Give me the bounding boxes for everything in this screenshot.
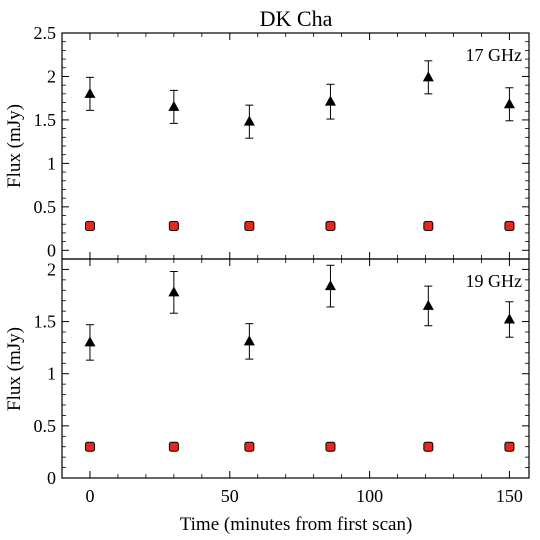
- panel-17ghz-ytick-label: 1.5: [34, 110, 57, 130]
- panel-17ghz-square-point: [325, 220, 336, 231]
- panel-19ghz-triangle-point: [324, 280, 336, 291]
- x-tick-labels: 0 50 100 150: [85, 486, 522, 506]
- panel-17ghz-triangle-point: [324, 95, 336, 106]
- panel-19ghz-square-point: [84, 441, 95, 452]
- panel-17ghz-ytick-label: 0: [47, 240, 56, 260]
- panel-19ghz-ytick-label: 0.5: [34, 416, 57, 436]
- panel-17ghz-triangle-point: [422, 71, 434, 82]
- panel-17ghz-square-point: [168, 220, 179, 231]
- panel-17ghz-triangle-point: [243, 115, 255, 126]
- panel-19ghz-square-point: [423, 441, 434, 452]
- panel-19ghz-ytick-label: 1.5: [34, 312, 57, 332]
- panel-17ghz-ytick-label: 0.5: [34, 197, 57, 217]
- panel-17ghz-square-point: [423, 220, 434, 231]
- panel-19ghz-triangle-point: [243, 335, 255, 346]
- panel-17ghz-triangle-point: [84, 87, 96, 98]
- panel-17ghz-ytick-label: 1: [47, 153, 56, 173]
- panel-19ghz-square-point: [244, 441, 255, 452]
- panel-19ghz-ylabel: Flux (mJy): [4, 327, 25, 411]
- panel-17ghz-square-point: [244, 220, 255, 231]
- panel-19ghz-square-point: [504, 441, 515, 452]
- panel-17ghz-square-point: [84, 220, 95, 231]
- x-tick-label: 0: [85, 486, 94, 506]
- panel-19ghz: 19 GHz Flux (mJy) 0 0.5 1 1.5 2: [4, 258, 530, 488]
- x-tick-label: 100: [356, 486, 383, 506]
- panel-17ghz-label: 17 GHz: [466, 45, 523, 65]
- panel-19ghz-square-point: [325, 441, 336, 452]
- panel-19ghz-triangle-point: [168, 286, 180, 297]
- x-tick-label: 50: [221, 486, 239, 506]
- panel-19ghz-frame: [61, 258, 530, 479]
- panel-17ghz-triangle-point: [168, 100, 180, 111]
- chart-title: DK Cha: [260, 6, 333, 31]
- panel-19ghz-triangle-point: [503, 313, 515, 324]
- panel-17ghz: 17 GHz Flux (mJy) 0 0.5 1 1.5 2 2.5: [4, 23, 530, 260]
- panel-17ghz-frame: [61, 32, 530, 260]
- panel-19ghz-triangle-point: [422, 299, 434, 310]
- x-axis-label: Time (minutes from first scan): [180, 514, 413, 535]
- panel-19ghz-ytick-label: 2: [47, 259, 56, 279]
- panel-17ghz-triangle-point: [503, 98, 515, 109]
- panel-19ghz-square-point: [168, 441, 179, 452]
- panel-19ghz-ytick-label: 1: [47, 364, 56, 384]
- panel-17ghz-ytick-label: 2.5: [34, 23, 57, 43]
- panel-17ghz-square-point: [504, 220, 515, 231]
- panel-17ghz-ytick-label: 2: [47, 66, 56, 86]
- x-tick-label: 150: [496, 486, 523, 506]
- panel-19ghz-label: 19 GHz: [466, 271, 523, 291]
- panel-19ghz-triangle-point: [84, 336, 96, 347]
- panel-19ghz-ytick-label: 0: [47, 468, 56, 488]
- panel-17ghz-ylabel: Flux (mJy): [4, 104, 25, 188]
